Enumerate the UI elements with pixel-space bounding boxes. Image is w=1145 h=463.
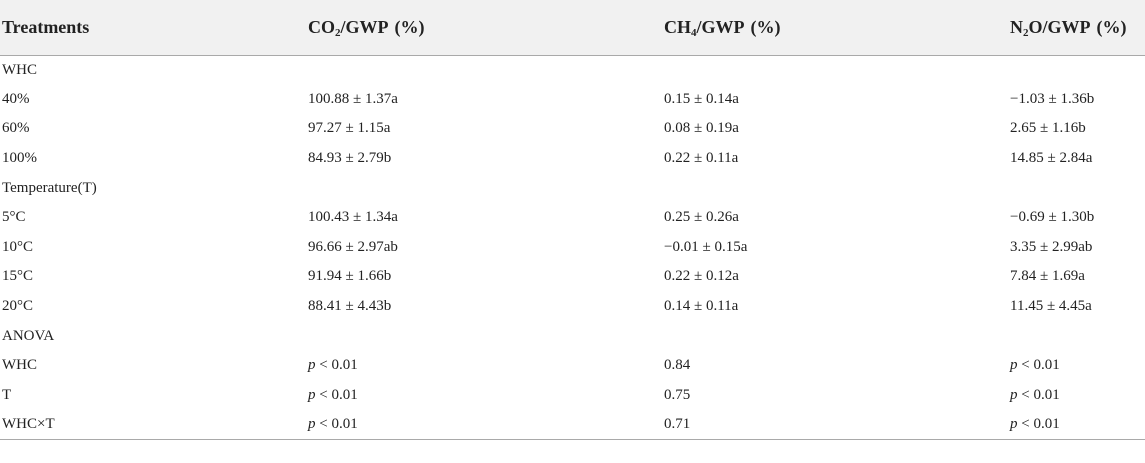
- cell-ch4: [664, 55, 1010, 85]
- cell-ch4: 0.75: [664, 386, 691, 403]
- row-label-cell: 40%: [2, 90, 30, 107]
- cell-ch4: 0.22 ± 0.11a: [664, 150, 739, 167]
- header-treatments: Treatments: [0, 0, 308, 56]
- row-label-cell: 100%: [2, 150, 37, 167]
- cell-ch4: −0.01 ± 0.15a: [664, 238, 748, 255]
- cell-co2: 96.66 ± 2.97ab: [308, 238, 398, 255]
- p-value: < 0.01: [1017, 416, 1060, 433]
- cell-co2: 84.93 ± 2.79b: [308, 150, 392, 167]
- header-co2-unit: (%): [394, 16, 425, 37]
- header-co2-gwp: CO2/GWP (%): [308, 0, 664, 56]
- row-label-cell: WHC: [2, 357, 37, 374]
- cell-n2o: 11.45 ± 4.45a: [1010, 298, 1092, 315]
- cell-co2: [308, 55, 664, 85]
- cell-co2: p < 0.01: [308, 410, 664, 441]
- cell-n2o: 7.84 ± 1.69a: [1010, 268, 1085, 285]
- row-label-cell: WHC×T: [0, 410, 308, 441]
- table-row: WHC×T p < 0.01 0.71 p < 0.01: [0, 410, 1145, 441]
- cell-n2o: −0.69 ± 1.30b: [1010, 209, 1095, 226]
- header-co2-post: /GWP: [340, 16, 389, 37]
- p-value: < 0.01: [315, 386, 358, 403]
- p-symbol: p: [308, 357, 316, 374]
- cell-n2o: [1010, 55, 1145, 85]
- cell-co2: [308, 321, 664, 351]
- header-co2-pre: CO: [308, 16, 335, 37]
- p-value: < 0.01: [315, 357, 358, 374]
- row-label-cell: 10°C: [2, 238, 34, 255]
- header-n2o-post: O/GWP: [1028, 16, 1091, 37]
- header-row: Treatments CO2/GWP (%) CH4/GWP (%) N2O/GWP…: [0, 0, 1145, 56]
- cell-ch4: 0.22 ± 0.12a: [664, 268, 739, 285]
- row-label-cell: 60%: [2, 120, 30, 137]
- row-label-cell: WHC: [2, 61, 37, 78]
- row-label-cell: 5°C: [2, 209, 26, 226]
- table-row: WHC p < 0.01 0.84 p < 0.01: [0, 351, 1145, 381]
- cell-n2o: 14.85 ± 2.84a: [1010, 150, 1093, 167]
- header-ch4-sub: 4: [691, 26, 697, 39]
- results-table: Treatments CO2/GWP (%) CH4/GWP (%) N2O/GWP…: [0, 0, 1145, 441]
- cell-n2o: p < 0.01: [1010, 351, 1145, 381]
- header-n2o-gwp: N2O/GWP (%): [1010, 0, 1145, 56]
- cell-ch4: [664, 321, 1010, 351]
- cell-co2: 97.27 ± 1.15a: [308, 120, 391, 137]
- cell-ch4: 0.08 ± 0.19a: [664, 120, 739, 137]
- p-value: < 0.01: [1017, 386, 1060, 403]
- cell-co2: 100.43 ± 1.34a: [308, 209, 398, 226]
- cell-n2o: −1.03 ± 1.36b: [1010, 90, 1095, 107]
- cell-ch4: 0.71: [664, 410, 1010, 441]
- cell-co2: p < 0.01: [308, 381, 664, 411]
- header-n2o-unit: (%): [1096, 16, 1127, 37]
- p-value: < 0.01: [315, 416, 358, 433]
- p-symbol: p: [1010, 357, 1018, 374]
- p-symbol: p: [1010, 416, 1018, 433]
- table-row: Temperature(T): [0, 173, 1145, 203]
- cell-co2: [308, 173, 664, 203]
- header-n2o-sub: 2: [1023, 26, 1029, 39]
- cell-ch4: 0.25 ± 0.26a: [664, 209, 739, 226]
- p-symbol: p: [308, 416, 316, 433]
- p-symbol: p: [1010, 386, 1018, 403]
- table-row: 60% 97.27 ± 1.15a 0.08 ± 0.19a 2.65 ± 1.16b: [0, 114, 1145, 144]
- cell-ch4: [664, 173, 1010, 203]
- cell-n2o: [1010, 321, 1145, 351]
- header-co2-sub: 2: [335, 26, 341, 39]
- cell-co2: p < 0.01: [308, 351, 664, 381]
- cell-n2o: 2.65 ± 1.16b: [1010, 120, 1086, 137]
- header-ch4-unit: (%): [750, 16, 781, 37]
- header-ch4-pre: CH: [664, 16, 691, 37]
- cell-co2: 100.88 ± 1.37a: [308, 90, 398, 107]
- cell-n2o: p < 0.01: [1010, 381, 1145, 411]
- table-row: ANOVA: [0, 321, 1145, 351]
- table-body: WHC 40% 100.88 ± 1.37a 0.15 ± 0.14a −1.03 ± …: [0, 55, 1145, 441]
- cell-co2: 91.94 ± 1.66b: [308, 268, 392, 285]
- table-row: 100% 84.93 ± 2.79b 0.22 ± 0.11a 14.85 ± 2.8…: [0, 144, 1145, 174]
- cell-ch4: 0.84: [664, 357, 691, 374]
- cell-n2o: 3.35 ± 2.99ab: [1010, 238, 1093, 255]
- cell-n2o: [1010, 173, 1145, 203]
- row-label-cell: Temperature(T): [2, 179, 97, 196]
- table-row: WHC: [0, 55, 1145, 85]
- header-ch4-post: /GWP: [696, 16, 745, 37]
- p-symbol: p: [308, 386, 316, 403]
- row-label-cell: ANOVA: [2, 327, 55, 344]
- cell-ch4: 0.14 ± 0.11a: [664, 298, 739, 315]
- row-label-cell: 15°C: [2, 268, 34, 285]
- row-label-cell: 20°C: [2, 298, 34, 315]
- p-value: < 0.01: [1017, 357, 1060, 374]
- table-row: 10°C 96.66 ± 2.97ab −0.01 ± 0.15a 3.35 ± 2.…: [0, 233, 1145, 263]
- table-row: 5°C 100.43 ± 1.34a 0.25 ± 0.26a −0.69 ± 1.3…: [0, 203, 1145, 233]
- header-n2o-pre: N: [1010, 16, 1023, 37]
- table-row: 40% 100.88 ± 1.37a 0.15 ± 0.14a −1.03 ± 1.3…: [0, 85, 1145, 115]
- row-label-cell: T: [2, 386, 12, 403]
- table-row: 15°C 91.94 ± 1.66b 0.22 ± 0.12a 7.84 ± 1.69…: [0, 262, 1145, 292]
- table-header: Treatments CO2/GWP (%) CH4/GWP (%) N2O/GWP…: [0, 0, 1145, 56]
- cell-n2o: p < 0.01: [1010, 410, 1145, 441]
- header-ch4-gwp: CH4/GWP (%): [664, 0, 1010, 56]
- table-row: 20°C 88.41 ± 4.43b 0.14 ± 0.11a 11.45 ± 4.4…: [0, 292, 1145, 322]
- cell-co2: 88.41 ± 4.43b: [308, 298, 392, 315]
- results-table-container: Treatments CO2/GWP (%) CH4/GWP (%) N2O/GWP…: [0, 0, 1145, 441]
- cell-ch4: 0.15 ± 0.14a: [664, 90, 739, 107]
